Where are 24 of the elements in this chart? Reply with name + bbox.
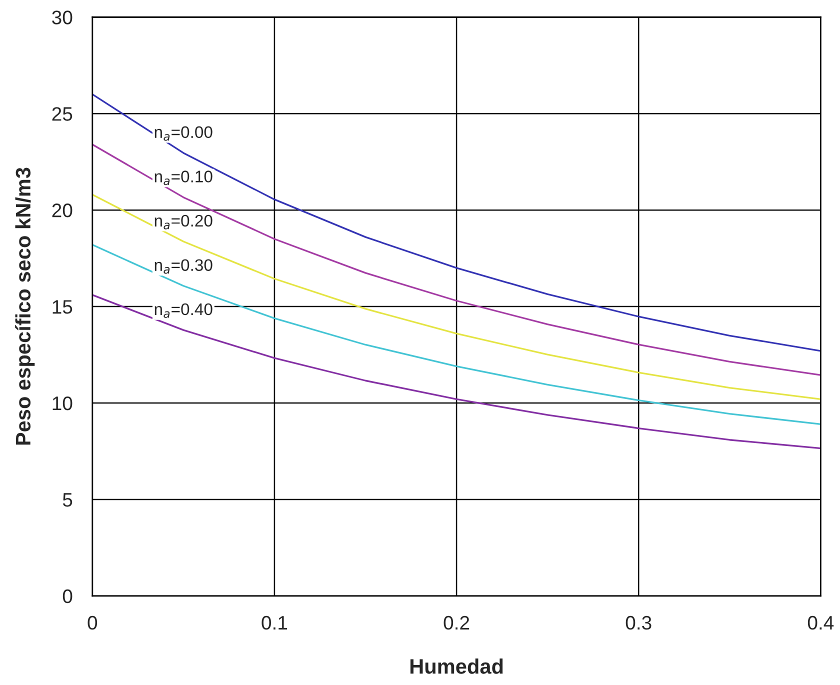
series-label: n$_{a}$=0.20 (154, 214, 212, 230)
y-tick-label: 30 (52, 10, 72, 24)
x-tick-label: 0.2 (444, 616, 470, 630)
series-label: n$_{a}$=0.00 (154, 126, 212, 141)
x-tick-label: 0.4 (808, 616, 834, 630)
y-tick-label: 10 (52, 396, 72, 410)
x-tick-label: 0.3 (626, 616, 652, 630)
y-tick-label: 20 (52, 204, 72, 218)
x-tick-label: 0.1 (262, 616, 288, 630)
y-tick-label: 0 (62, 589, 72, 604)
line-series (92, 294, 821, 450)
y-tick-label: 25 (52, 107, 72, 121)
x-axis-title: Humedad (410, 658, 503, 674)
x-tick-label: 0 (88, 616, 98, 630)
series-label: n$_{a}$=0.10 (154, 170, 212, 186)
line-series (92, 93, 821, 352)
series-label: n$_{a}$=0.40 (154, 303, 212, 318)
y-tick-label: 15 (52, 300, 72, 314)
y-tick-label: 5 (62, 493, 72, 507)
series-label: n$_{a}$=0.30 (154, 259, 212, 274)
line-series (92, 244, 821, 426)
line-series (92, 194, 821, 400)
line-series (92, 144, 821, 376)
y-axis-title: Peso específico seco kN/m3 (15, 168, 35, 445)
